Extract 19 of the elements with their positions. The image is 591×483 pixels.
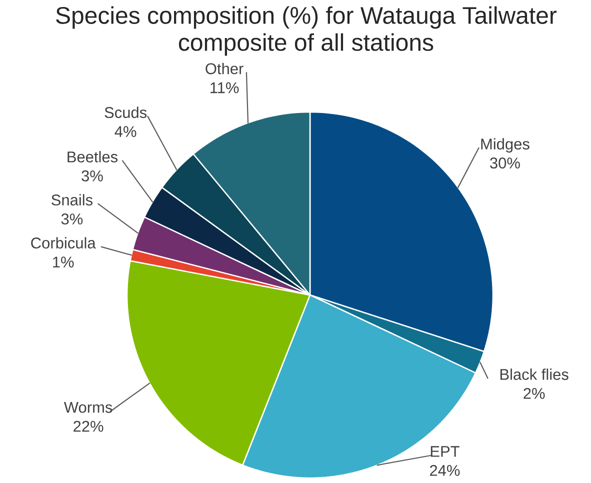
data-label: 1% [53, 256, 74, 268]
chart-title: Species composition (%) for Watauga Tailwater composite of all stations [56, 6, 557, 56]
slice-label: EPT [430, 446, 460, 457]
data-label: 30% [490, 158, 520, 169]
slice-label: Worms [64, 402, 112, 413]
data-label: 3% [61, 214, 83, 224]
slice-label: Snails [52, 194, 92, 206]
data-label: 4% [114, 126, 136, 137]
data-label: 22% [74, 420, 104, 432]
slice-label: Beetles [68, 151, 118, 162]
data-label: 11% [210, 82, 239, 94]
slice-label: Corbicula [31, 237, 96, 249]
data-label: 3% [82, 170, 103, 182]
data-label: 2% [524, 388, 545, 399]
slice-label: Other [206, 62, 244, 74]
slice-label: Scuds [104, 106, 147, 118]
slice-label: Midges [481, 138, 530, 153]
slice-label: Black flies [500, 368, 568, 380]
data-label: 24% [430, 464, 460, 476]
